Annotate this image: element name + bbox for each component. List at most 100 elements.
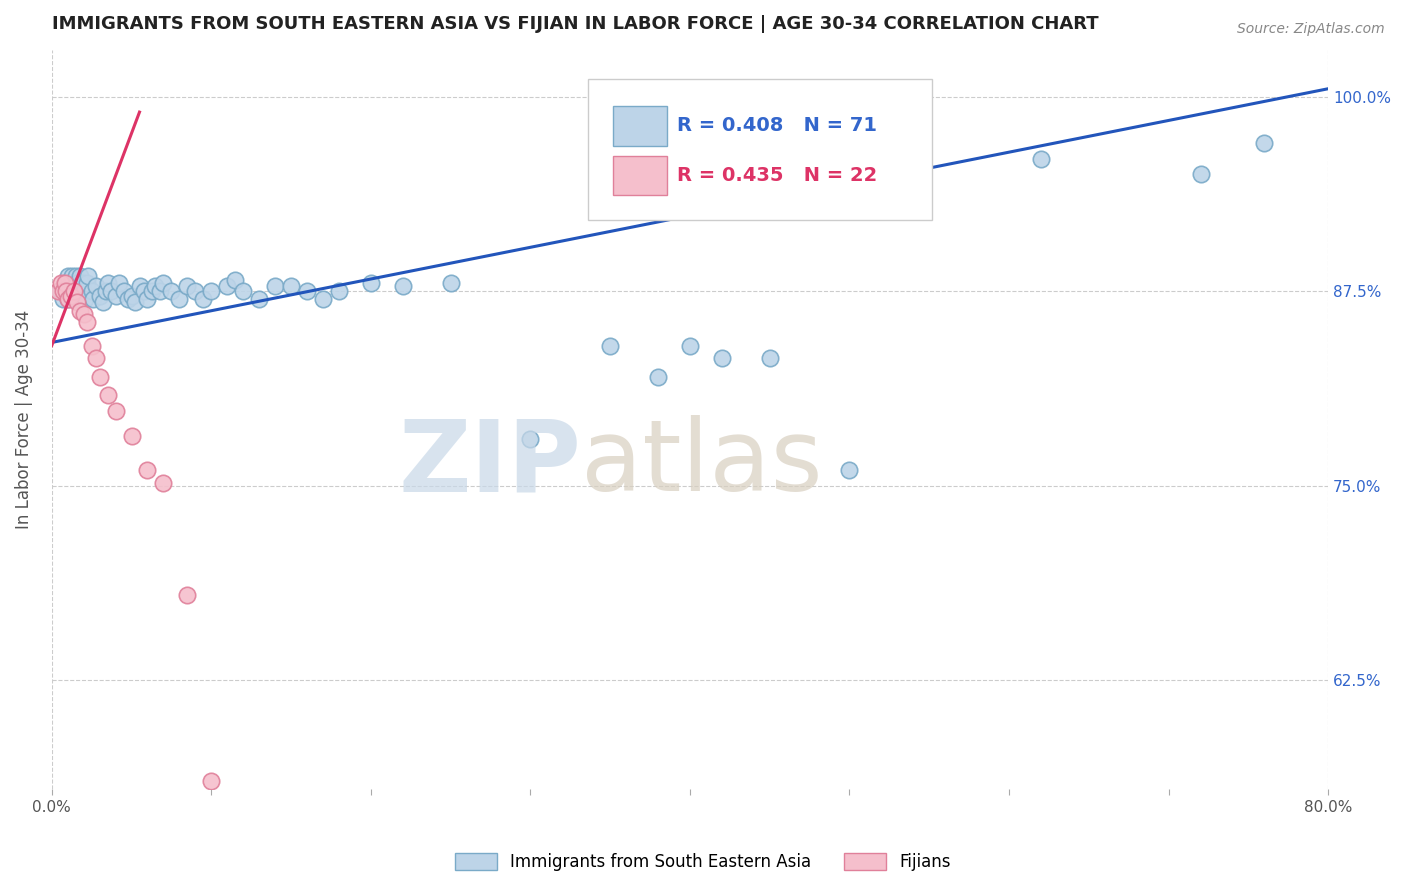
Point <box>217 279 239 293</box>
Point <box>141 284 163 298</box>
Point <box>519 432 541 446</box>
Point <box>224 273 246 287</box>
Point <box>89 289 111 303</box>
Point <box>136 292 159 306</box>
Point <box>112 284 135 298</box>
Point <box>65 284 87 298</box>
Point <box>69 268 91 283</box>
Point <box>391 279 413 293</box>
Point <box>48 284 70 298</box>
Point <box>91 295 114 310</box>
Point <box>107 277 129 291</box>
Point <box>124 295 146 310</box>
Point <box>58 284 80 298</box>
Point <box>312 292 335 306</box>
Point <box>134 284 156 298</box>
Point <box>62 284 84 298</box>
Point <box>679 338 702 352</box>
Point <box>152 475 174 490</box>
Point <box>710 351 733 365</box>
Point <box>1189 167 1212 181</box>
Point <box>128 279 150 293</box>
Point <box>838 463 860 477</box>
Point <box>247 292 270 306</box>
FancyBboxPatch shape <box>613 106 666 146</box>
Point <box>51 277 73 291</box>
Point <box>599 338 621 352</box>
Point <box>55 284 77 298</box>
Point <box>1029 152 1052 166</box>
Point <box>117 292 139 306</box>
Point <box>80 338 103 352</box>
Point <box>59 277 82 291</box>
Point <box>193 292 215 306</box>
Point <box>53 277 76 291</box>
Point <box>121 429 143 443</box>
Text: atlas: atlas <box>582 416 823 512</box>
Point <box>76 277 98 291</box>
Point <box>77 268 100 283</box>
Point <box>73 284 96 298</box>
Point <box>69 304 91 318</box>
Point <box>647 369 669 384</box>
Legend: Immigrants from South Eastern Asia, Fijians: Immigrants from South Eastern Asia, Fiji… <box>447 845 959 880</box>
Point <box>53 277 76 291</box>
Point <box>136 463 159 477</box>
Point <box>63 292 86 306</box>
Y-axis label: In Labor Force | Age 30-34: In Labor Force | Age 30-34 <box>15 310 32 529</box>
Text: Source: ZipAtlas.com: Source: ZipAtlas.com <box>1237 22 1385 37</box>
Point <box>70 277 93 291</box>
Point <box>169 292 191 306</box>
FancyBboxPatch shape <box>588 79 932 219</box>
Point <box>66 295 89 310</box>
Point <box>104 289 127 303</box>
FancyBboxPatch shape <box>613 155 666 195</box>
Point <box>200 774 222 789</box>
Point <box>200 284 222 298</box>
Point <box>46 284 69 298</box>
Point <box>176 279 198 293</box>
Point <box>264 279 287 293</box>
Point <box>75 292 97 306</box>
Point <box>176 588 198 602</box>
Text: IMMIGRANTS FROM SOUTH EASTERN ASIA VS FIJIAN IN LABOR FORCE | AGE 30-34 CORRELAT: IMMIGRANTS FROM SOUTH EASTERN ASIA VS FI… <box>52 15 1098 33</box>
Point <box>94 284 117 298</box>
Text: ZIP: ZIP <box>398 416 582 512</box>
Text: R = 0.435   N = 22: R = 0.435 N = 22 <box>678 166 877 185</box>
Point <box>758 351 780 365</box>
Point <box>160 284 183 298</box>
Point <box>232 284 254 298</box>
Point <box>66 277 89 291</box>
Point <box>59 289 82 303</box>
Point <box>73 307 96 321</box>
Point <box>86 351 108 365</box>
Point <box>67 284 90 298</box>
Text: R = 0.408   N = 71: R = 0.408 N = 71 <box>678 117 877 136</box>
Point <box>65 268 87 283</box>
Point <box>145 279 167 293</box>
Point <box>97 277 120 291</box>
Point <box>82 292 104 306</box>
Point <box>121 289 143 303</box>
Point <box>76 315 98 329</box>
Point <box>52 284 75 298</box>
Point <box>149 284 172 298</box>
Point <box>52 292 75 306</box>
Point <box>62 268 84 283</box>
Point <box>55 284 77 298</box>
Point <box>439 277 461 291</box>
Point <box>295 284 318 298</box>
Point <box>56 292 79 306</box>
Point <box>69 292 91 306</box>
Point <box>89 369 111 384</box>
Point <box>328 284 350 298</box>
Point <box>152 277 174 291</box>
Point <box>1253 136 1275 151</box>
Point <box>360 277 382 291</box>
Point <box>80 284 103 298</box>
Point <box>100 284 122 298</box>
Point <box>63 284 86 298</box>
Point <box>86 279 108 293</box>
Point <box>56 292 79 306</box>
Point <box>97 388 120 402</box>
